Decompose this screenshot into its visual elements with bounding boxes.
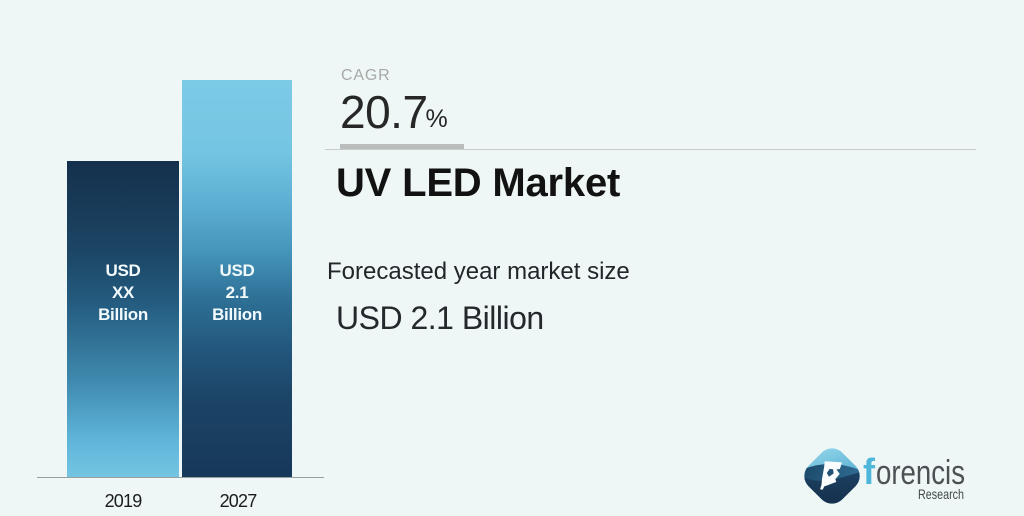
svg-text:Research: Research: [918, 486, 964, 502]
svg-text:f: f: [863, 451, 876, 492]
svg-text:orencis: orencis: [876, 454, 965, 492]
